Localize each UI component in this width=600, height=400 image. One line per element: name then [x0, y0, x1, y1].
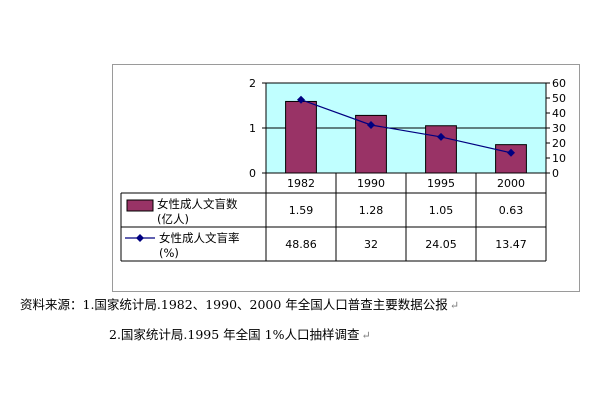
source-line-1-text: 资料来源：1.国家统计局.1982、1990、2000 年全国人口普查主要数据公… [20, 297, 448, 312]
bar [285, 100, 317, 174]
data-label: 24.05 [425, 238, 457, 251]
chart-frame: 0 1 2 0 10 20 30 40 50 60 1982 1990 1995 2000 女性成人文盲数(… [112, 64, 580, 292]
bar [425, 125, 457, 174]
line-marker [367, 121, 375, 129]
y-right-tick-label: 30 [552, 122, 566, 135]
x-tick-label: 2000 [497, 177, 525, 190]
legend-line-marker [136, 234, 144, 242]
legend-label: 女性成人文盲率 [159, 231, 240, 245]
paragraph-mark-icon: ↵ [361, 329, 371, 342]
line-marker [507, 148, 515, 157]
line-marker [297, 95, 305, 104]
x-tick-label: 1995 [427, 177, 455, 190]
data-label: 0.63 [499, 204, 524, 217]
source-line-2-text: 2.国家统计局.1995 年全国 1%人口抽样调查 [109, 327, 360, 342]
y-right-tick-label: 40 [552, 107, 566, 120]
legend-label: (%) [159, 246, 179, 260]
legend-label: 女性成人文盲数 [157, 197, 238, 211]
line-marker [437, 132, 445, 141]
paragraph-mark-icon: ↵ [449, 299, 460, 312]
x-tick-label: 1982 [287, 177, 315, 190]
series-line [300, 99, 512, 154]
source-line-1: 资料来源：1.国家统计局.1982、1990、2000 年全国人口普查主要数据公… [20, 294, 459, 313]
y-right-tick-label: 60 [552, 77, 566, 90]
legend-bar-swatch [126, 199, 154, 212]
x-tick-label: 1990 [357, 177, 385, 190]
source-line-2: 2.国家统计局.1995 年全国 1%人口抽样调查 ↵ [109, 324, 371, 343]
data-label: 48.86 [285, 238, 317, 251]
data-label: 1.05 [429, 204, 454, 217]
y-left-tick-label: 0 [249, 167, 256, 180]
data-label: 13.47 [495, 238, 527, 251]
data-label: 1.28 [359, 204, 384, 217]
y-right-tick-label: 10 [552, 152, 566, 165]
data-label: 32 [364, 238, 378, 251]
y-left-tick-label: 2 [249, 77, 256, 90]
legend-label: (亿人) [157, 212, 189, 226]
data-label: 1.59 [289, 204, 314, 217]
y-right-tick-label: 20 [552, 137, 566, 150]
y-right-tick-label: 0 [552, 167, 559, 180]
y-left-tick-label: 1 [249, 122, 256, 135]
y-right-tick-label: 50 [552, 92, 566, 105]
